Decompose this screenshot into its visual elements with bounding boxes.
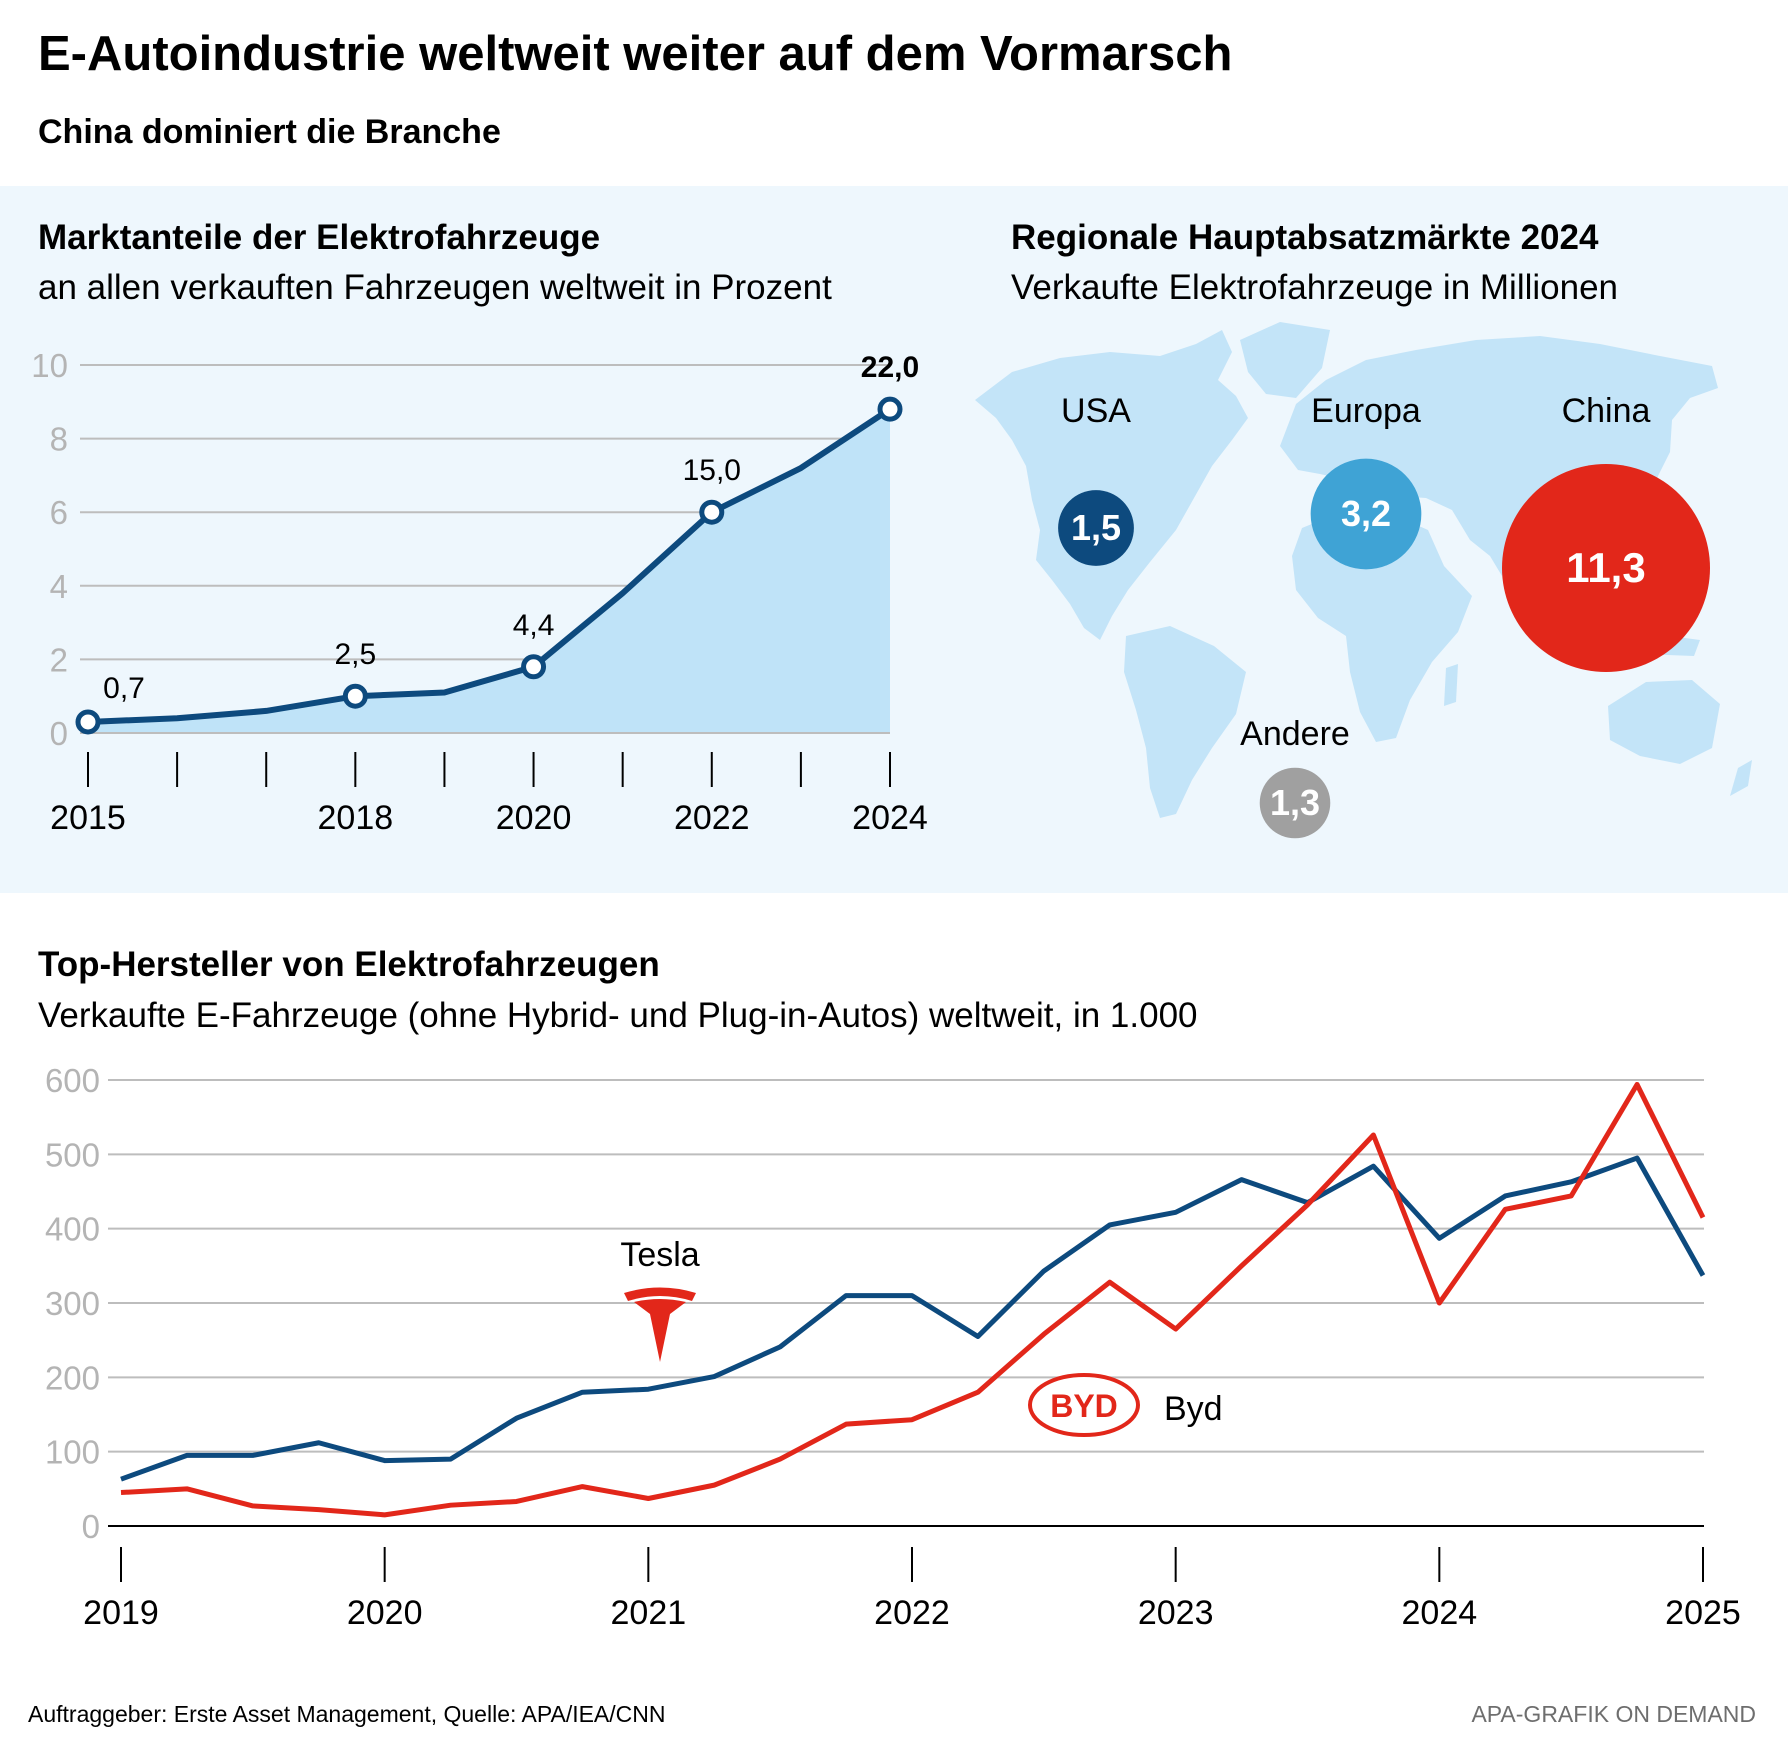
share-y-tick-label: 6: [50, 494, 68, 531]
share-marker: [699, 499, 725, 525]
greenland-shape: [1240, 322, 1330, 398]
regional-subtitle: Verkaufte Elektrofahrzeuge in Millionen: [1011, 268, 1619, 307]
africa-shape: [1292, 510, 1472, 742]
footer-credit: APA-GRAFIK ON DEMAND: [1471, 1701, 1756, 1727]
region-label-china: China: [1562, 392, 1651, 430]
north-america-shape: [975, 330, 1248, 640]
bubble-usa: [1058, 490, 1134, 566]
makers-y-tick-label: 200: [45, 1359, 100, 1396]
regional-title: Regionale Hauptabsatzmärkte 2024: [1011, 218, 1599, 257]
share-y-tick-label: 8: [50, 421, 68, 458]
page-subtitle: China dominiert die Branche: [38, 113, 501, 151]
region-label-andere: Andere: [1240, 715, 1350, 753]
share-x-tick-label: 2020: [496, 799, 572, 837]
makers-subtitle: Verkaufte E-Fahrzeuge (ohne Hybrid- und …: [38, 996, 1198, 1035]
makers-y-tick-label: 400: [45, 1211, 100, 1248]
share-area: [88, 409, 890, 733]
region-label-europa: Europa: [1311, 392, 1421, 430]
share-marker: [521, 654, 547, 680]
share-marker: [342, 683, 368, 709]
share-y-tick-label: 2: [50, 641, 68, 678]
byd-logo-icon: [1028, 1373, 1140, 1437]
market-share-title: Marktanteile der Elektrofahrzeuge: [38, 218, 601, 257]
series-line-byd: [120, 1081, 1706, 1518]
bubble-value-andere: 1,3: [1270, 782, 1320, 823]
makers-y-tick-label: 500: [45, 1136, 100, 1173]
byd-logo-text: BYD: [1050, 1388, 1118, 1424]
share-x-tick-label: 2022: [674, 799, 750, 837]
bubble-value-europa: 3,2: [1341, 493, 1391, 534]
share-y-tick-label: 0: [50, 715, 68, 752]
australia-shape: [1608, 680, 1720, 764]
share-x-tick-label: 2015: [50, 799, 126, 837]
share-marker: [75, 709, 101, 735]
series-line-tesla: [120, 1155, 1706, 1482]
share-y-tick-label: 4: [50, 568, 68, 605]
makers-y-tick-label: 300: [45, 1285, 100, 1322]
bubble-europa: [1310, 458, 1422, 570]
share-marker-label: 2,5: [334, 638, 376, 671]
share-marker-label: 22,0: [861, 351, 919, 384]
makers-x-tick-label: 2021: [611, 1594, 687, 1632]
makers-y-tick-label: 100: [45, 1434, 100, 1471]
share-marker-label: 0,7: [103, 672, 145, 705]
bubble-andere: [1259, 767, 1331, 839]
makers-y-tick-label: 0: [82, 1508, 100, 1545]
makers-x-tick-label: 2019: [83, 1594, 159, 1632]
madagascar-shape: [1444, 664, 1458, 706]
share-marker-label: 15,0: [683, 454, 741, 487]
share-x-tick-label: 2024: [852, 799, 928, 837]
share-marker: [877, 396, 903, 422]
makers-x-tick-label: 2025: [1665, 1594, 1741, 1632]
bubble-value-china: 11,3: [1566, 544, 1645, 591]
makers-x-tick-label: 2022: [874, 1594, 950, 1632]
makers-x-tick-label: 2024: [1402, 1594, 1478, 1632]
market-share-subtitle: an allen verkauften Fahrzeugen weltweit …: [38, 268, 832, 307]
makers-x-tick-label: 2020: [347, 1594, 423, 1632]
tesla-logo-stem: [634, 1299, 686, 1362]
south-america-shape: [1124, 626, 1246, 818]
makers-title: Top-Hersteller von Elektrofahrzeugen: [38, 945, 660, 984]
share-y-tick-label: 10: [31, 347, 68, 384]
share-marker-label: 4,4: [513, 609, 555, 642]
footer-source: Auftraggeber: Erste Asset Management, Qu…: [28, 1701, 666, 1727]
region-label-usa: USA: [1061, 392, 1131, 430]
page-title: E-Autoindustrie weltweit weiter auf dem …: [38, 27, 1233, 81]
tesla-label: Tesla: [620, 1236, 699, 1274]
bubble-value-usa: 1,5: [1071, 507, 1121, 548]
makers-y-tick-label: 600: [45, 1062, 100, 1099]
byd-label: Byd: [1164, 1390, 1223, 1428]
share-line: [87, 406, 892, 725]
tesla-logo-icon: [624, 1287, 696, 1301]
bubble-china: [1502, 464, 1710, 672]
new-zealand-shape: [1730, 760, 1752, 796]
share-x-tick-label: 2018: [318, 799, 394, 837]
makers-x-tick-label: 2023: [1138, 1594, 1214, 1632]
